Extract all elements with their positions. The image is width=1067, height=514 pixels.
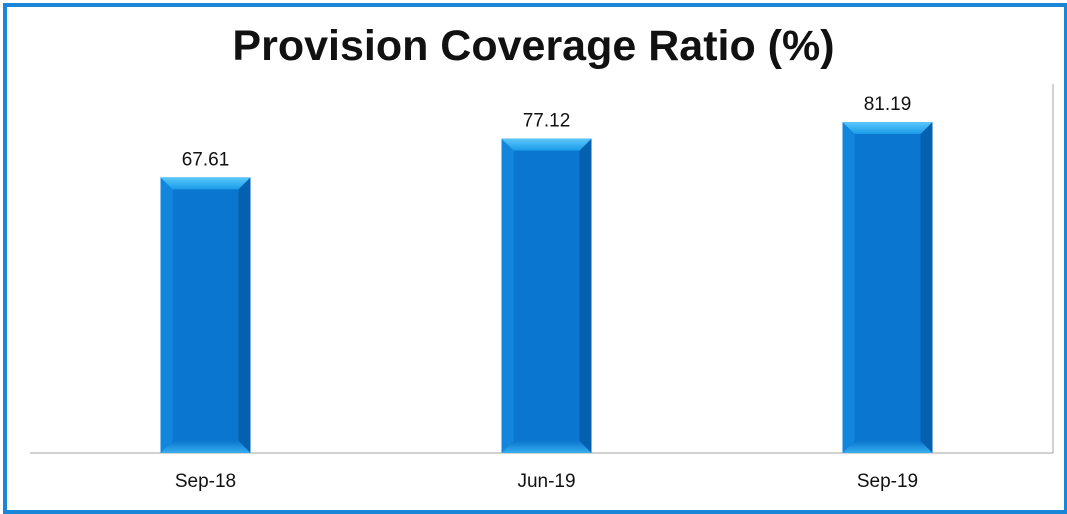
bar-bevel-left — [501, 138, 514, 453]
bar-bevel-top — [501, 138, 592, 151]
bar-bevel-right — [579, 138, 592, 453]
x-tick-label: Sep-18 — [175, 471, 236, 492]
bar-bevel-right — [238, 177, 251, 453]
bar-jun-19 — [501, 138, 592, 453]
bar-bevel-bottom — [842, 441, 933, 453]
chart-title: Provision Coverage Ratio (%) — [232, 22, 835, 70]
bar-sep-19 — [842, 122, 933, 453]
bar-body — [842, 122, 933, 453]
bars-group — [160, 122, 933, 453]
bar-body — [501, 138, 592, 453]
bar-body — [160, 177, 251, 453]
data-label: 67.61 — [182, 149, 230, 170]
bar-sep-18 — [160, 177, 251, 453]
bar-bevel-left — [842, 122, 855, 453]
data-label: 77.12 — [523, 111, 571, 132]
bar-bevel-top — [160, 177, 251, 190]
x-tick-label: Jun-19 — [517, 471, 575, 492]
bar-bevel-top — [842, 122, 933, 134]
bar-bevel-left — [160, 177, 173, 453]
bar-bevel-bottom — [160, 441, 251, 453]
bar-bevel-bottom — [501, 441, 592, 453]
data-label: 81.19 — [864, 94, 912, 115]
bar-bevel-right — [920, 122, 933, 453]
x-tick-label: Sep-19 — [857, 471, 918, 492]
